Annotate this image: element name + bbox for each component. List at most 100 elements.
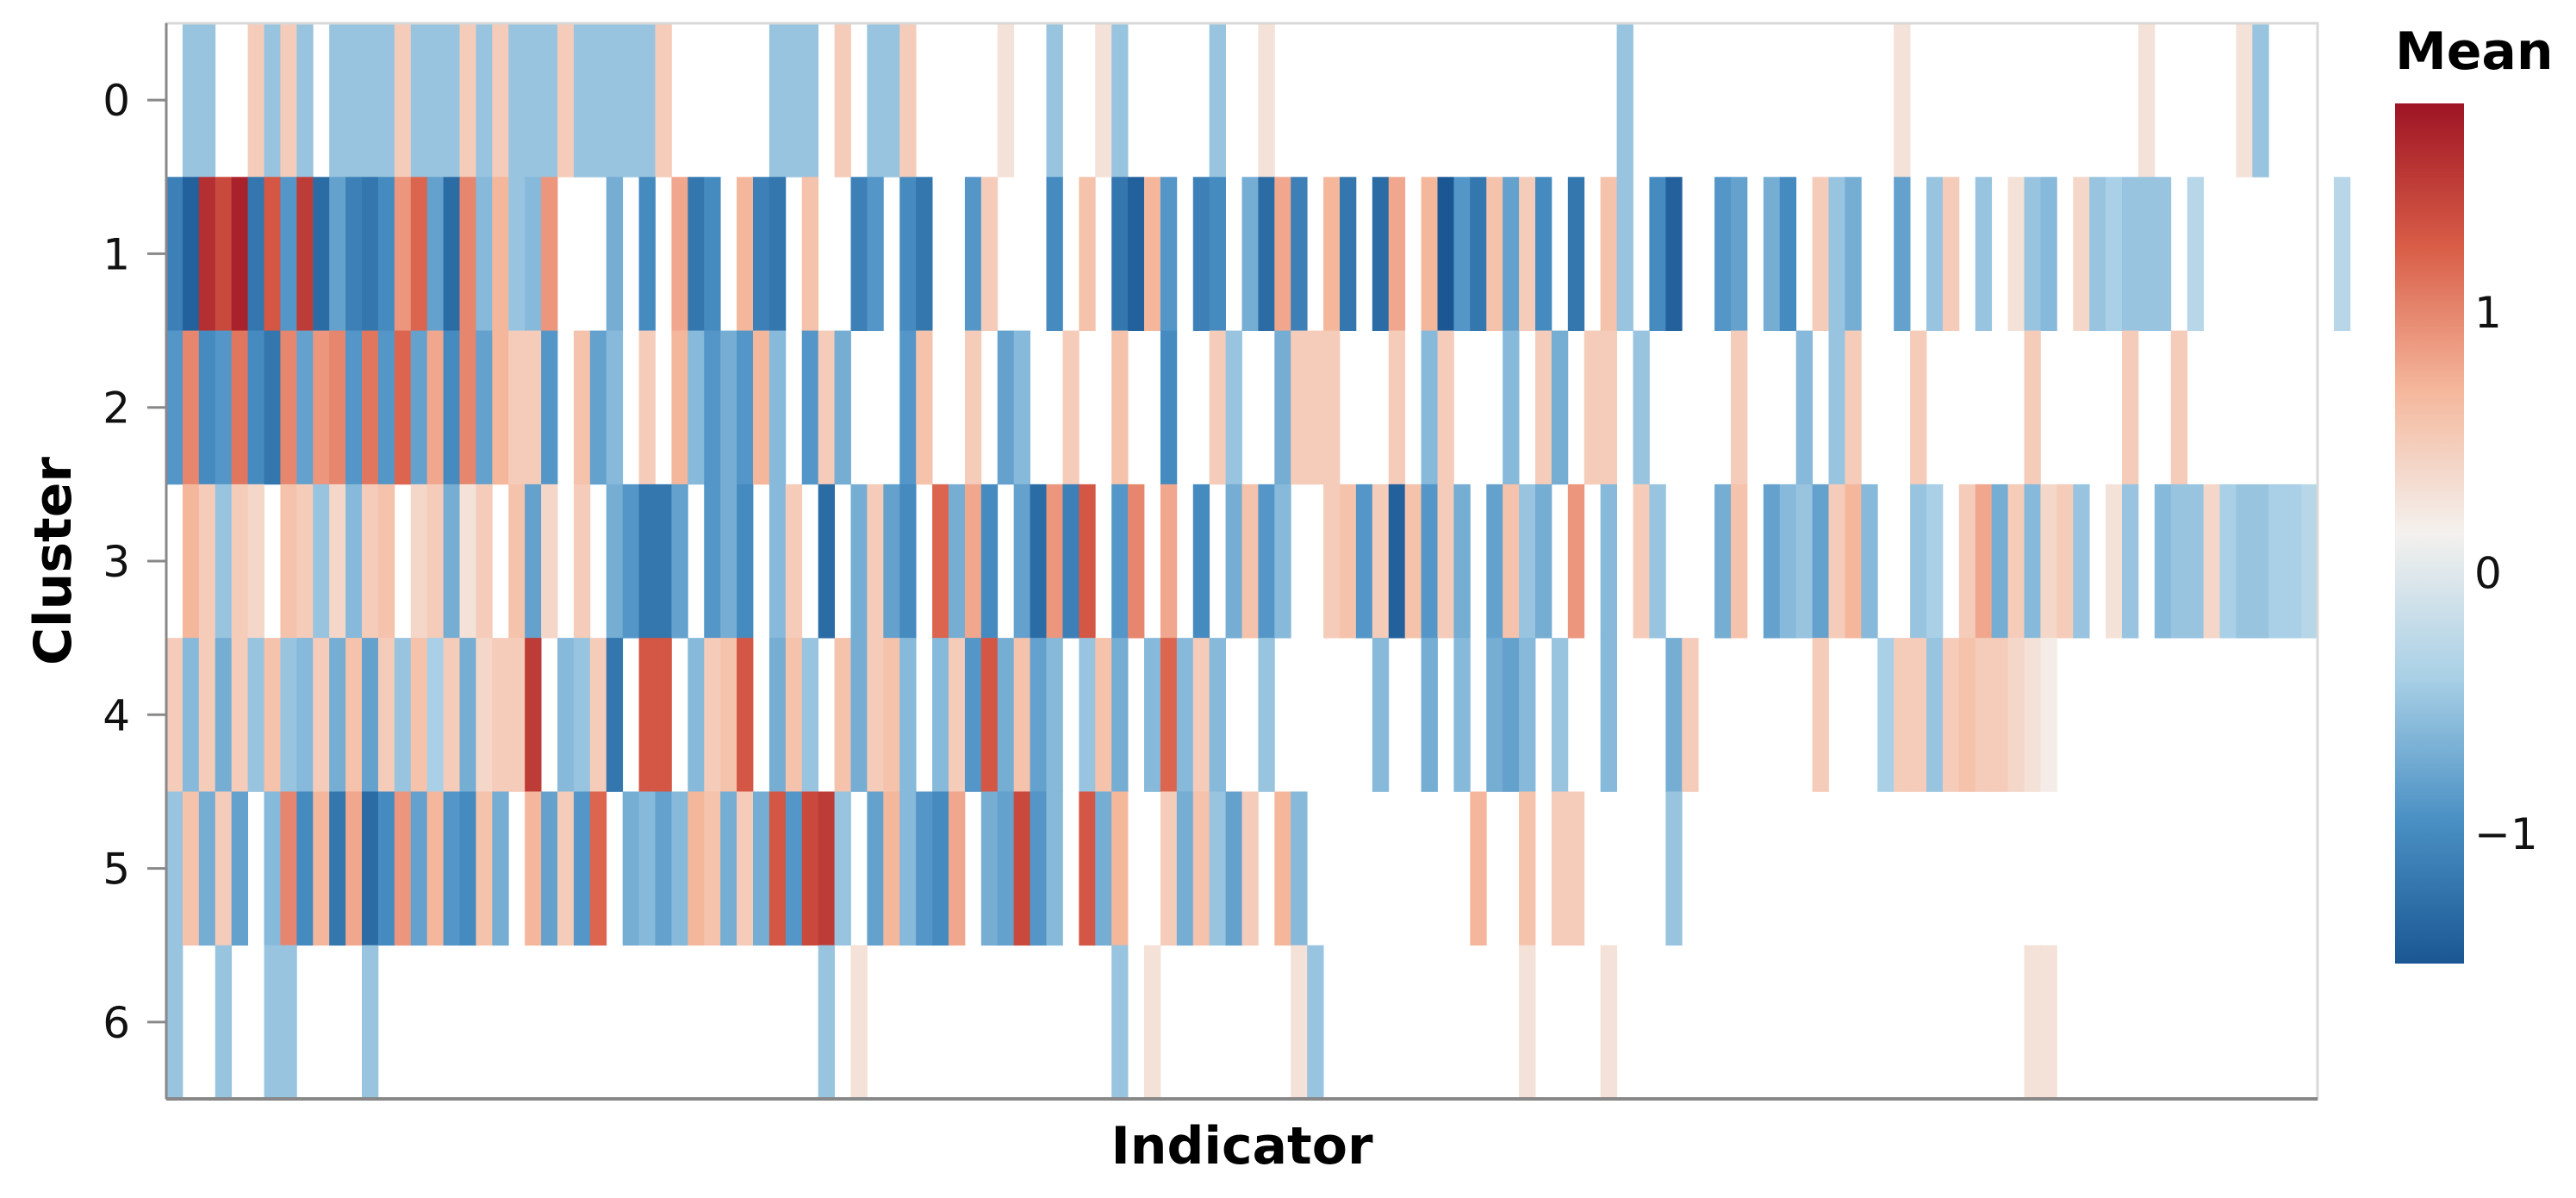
heatmap-cell xyxy=(1241,177,1259,331)
heatmap-cell xyxy=(1877,638,1895,792)
heatmap-cell xyxy=(899,791,917,946)
heatmap-cell xyxy=(850,638,868,792)
heatmap-cell xyxy=(443,791,460,946)
heatmap-cell xyxy=(459,638,476,792)
heatmap-cell xyxy=(198,484,216,639)
heatmap-cell xyxy=(1355,484,1373,639)
heatmap-cell xyxy=(1274,791,1291,946)
heatmap-cell xyxy=(541,484,558,639)
heatmap-cell xyxy=(345,638,363,792)
heatmap-cell xyxy=(476,330,493,485)
heatmap-cell xyxy=(2236,484,2253,639)
heatmap-cell xyxy=(1192,791,1210,946)
heatmap-cell xyxy=(768,23,787,178)
heatmap-cell xyxy=(1046,484,1063,639)
heatmap-cell xyxy=(1209,638,1226,792)
heatmap-cell xyxy=(867,177,884,331)
heatmap-cell xyxy=(1958,638,1976,792)
heatmap-cell xyxy=(1894,177,1911,331)
heatmap-cell xyxy=(1176,791,1194,946)
heatmap-cell xyxy=(362,177,379,331)
heatmap-cell xyxy=(1274,484,1291,639)
heatmap-cell xyxy=(899,484,917,639)
heatmap-cell xyxy=(1991,484,2008,639)
heatmap-cell xyxy=(997,330,1015,485)
heatmap-cell xyxy=(1340,484,1357,639)
heatmap-cell xyxy=(525,484,542,639)
heatmap-cell xyxy=(2187,177,2204,331)
heatmap-cell xyxy=(541,791,558,946)
heatmap-cell xyxy=(377,484,395,639)
heatmap-cell xyxy=(247,23,264,178)
heatmap-cell xyxy=(932,791,949,946)
heatmap-cell xyxy=(2268,484,2286,639)
heatmap-cell xyxy=(801,791,819,946)
heatmap-cell xyxy=(997,23,1015,178)
heatmap-cell xyxy=(557,791,575,946)
heatmap-cell xyxy=(362,638,379,792)
heatmap-cell xyxy=(737,484,754,639)
heatmap-cell xyxy=(2024,177,2041,331)
heatmap-cell xyxy=(638,791,656,946)
heatmap-cell xyxy=(426,791,444,946)
heatmap-cell xyxy=(1209,330,1226,485)
heatmap-cell xyxy=(296,638,314,792)
heatmap-cell xyxy=(2024,484,2041,639)
heatmap-cell xyxy=(557,638,575,792)
heatmap-cell xyxy=(1111,484,1129,639)
heatmap-cell xyxy=(264,23,281,178)
heatmap-cell xyxy=(394,638,412,792)
heatmap-cell xyxy=(1192,484,1210,639)
heatmap-cell xyxy=(345,177,363,331)
heatmap-cell xyxy=(704,638,721,792)
heatmap-cell xyxy=(329,23,346,178)
heatmap-cell xyxy=(313,484,330,639)
heatmap-cell xyxy=(1975,638,1993,792)
y-tick-label: 1 xyxy=(103,229,130,279)
heatmap-cell xyxy=(980,484,999,639)
heatmap-cell xyxy=(1258,23,1275,178)
heatmap-cell xyxy=(964,177,982,331)
heatmap-cell xyxy=(818,945,835,1100)
heatmap-cell xyxy=(850,484,868,639)
colorbar-tick-label: −1 xyxy=(2474,809,2538,859)
heatmap-cell xyxy=(916,330,933,485)
heatmap-cell xyxy=(801,177,819,331)
heatmap-cell xyxy=(329,638,346,792)
heatmap-cell xyxy=(834,638,851,792)
heatmap-cell xyxy=(1633,330,1650,485)
heatmap-cell xyxy=(704,177,721,331)
heatmap-cell xyxy=(1503,177,1520,331)
heatmap-cell xyxy=(492,330,509,485)
heatmap-cell xyxy=(492,23,509,178)
heatmap-cell xyxy=(1209,177,1226,331)
heatmap-cell xyxy=(264,945,281,1100)
heatmap-cell xyxy=(476,177,493,331)
heatmap-cell xyxy=(166,177,184,331)
heatmap-cell xyxy=(476,23,493,178)
heatmap-cell xyxy=(1616,23,1633,178)
colorbar-ticks: 1 0 −1 xyxy=(2474,288,2538,859)
heatmap-cell xyxy=(525,330,542,485)
heatmap-cell xyxy=(1486,638,1503,792)
heatmap-cell xyxy=(2007,638,2025,792)
heatmap-cell xyxy=(980,177,999,331)
heatmap-cell xyxy=(1128,177,1145,331)
heatmap-cell xyxy=(606,23,624,178)
colorbar-gradient xyxy=(2395,103,2464,964)
heatmap-cell xyxy=(2106,177,2123,331)
heatmap-cell xyxy=(899,177,917,331)
heatmap-cell xyxy=(573,23,591,178)
heatmap-cells xyxy=(166,23,2351,1100)
heatmap-cell xyxy=(867,484,884,639)
heatmap-cell xyxy=(737,330,754,485)
heatmap-cell xyxy=(573,484,591,639)
heatmap-cell xyxy=(492,638,509,792)
heatmap-cell xyxy=(1551,638,1569,792)
heatmap-cell xyxy=(166,945,184,1100)
heatmap-cell xyxy=(2170,484,2188,639)
heatmap-cell xyxy=(589,791,607,946)
heatmap-cell xyxy=(1160,484,1178,639)
heatmap-cell xyxy=(166,330,184,485)
